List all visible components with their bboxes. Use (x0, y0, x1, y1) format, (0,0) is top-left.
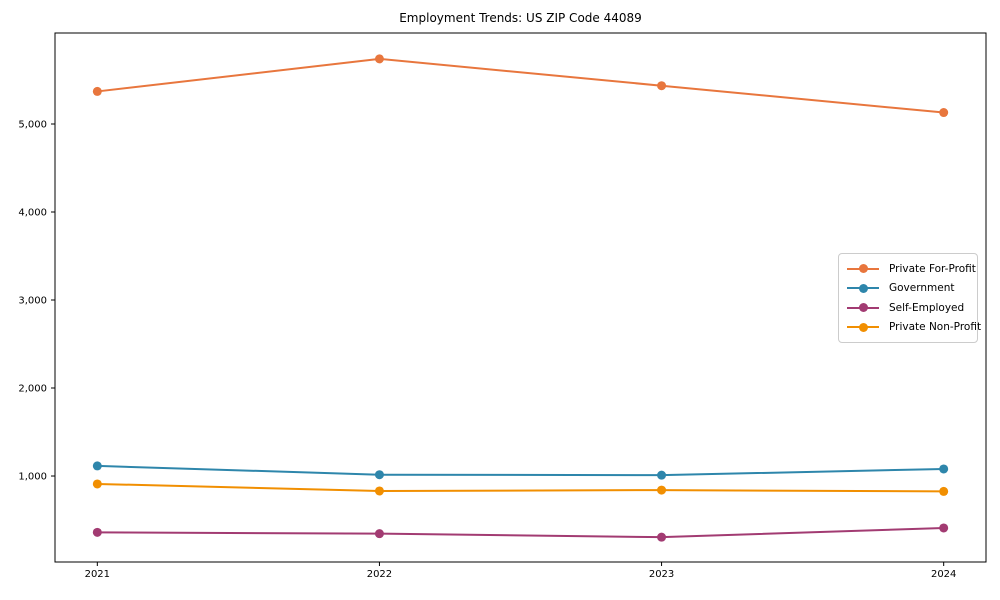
plot-border (54, 32, 987, 563)
legend-item-private-for-profit: Private For-Profit (847, 259, 976, 279)
x-tick-label: 2024 (931, 569, 956, 580)
data-point-self-employed (92, 527, 102, 537)
data-point-self-employed (657, 532, 667, 542)
data-point-private-non-profit (657, 485, 667, 495)
series-line-self-employed (97, 526, 944, 539)
data-point-private-non-profit (374, 486, 384, 496)
data-point-private-non-profit (92, 479, 102, 489)
legend-swatch-icon (847, 264, 879, 274)
y-tick-label: 3,000 (18, 296, 47, 307)
series-line-government (97, 464, 944, 477)
y-tick-label: 5,000 (18, 119, 47, 130)
legend-label: Private For-Profit (889, 262, 976, 275)
legend-item-private-non-profit: Private Non-Profit (847, 318, 981, 338)
legend-swatch-icon (847, 303, 879, 313)
data-point-government (657, 470, 667, 480)
data-point-private-for-profit (939, 108, 949, 118)
legend-label: Private Non-Profit (889, 321, 982, 334)
data-point-private-for-profit (92, 86, 102, 96)
data-point-self-employed (939, 523, 949, 533)
data-point-government (92, 461, 102, 471)
data-point-private-for-profit (657, 81, 667, 91)
y-tick-label: 4,000 (18, 208, 47, 219)
series-line-private-for-profit (97, 57, 944, 114)
x-tick-label: 2022 (367, 569, 392, 580)
x-tick-label: 2021 (85, 569, 110, 580)
data-point-self-employed (374, 529, 384, 539)
legend-swatch-icon (847, 283, 879, 293)
data-point-private-for-profit (374, 54, 384, 64)
legend-item-self-employed: Self-Employed (847, 298, 969, 318)
x-tick-label: 2023 (649, 569, 674, 580)
legend-label: Self-Employed (889, 301, 965, 314)
data-point-government (374, 470, 384, 480)
series-line-private-non-profit (97, 482, 944, 493)
data-point-private-non-profit (939, 486, 949, 496)
data-point-government (939, 464, 949, 474)
legend: Private For-Profit Government Self-Emplo… (838, 253, 981, 343)
y-tick-label: 2,000 (18, 384, 47, 395)
legend-item-government: Government (847, 279, 969, 299)
legend-swatch-icon (847, 322, 879, 332)
chart-title: Employment Trends: US ZIP Code 44089 (399, 11, 642, 25)
legend-label: Government (889, 282, 955, 295)
y-tick-label: 1,000 (18, 472, 47, 483)
